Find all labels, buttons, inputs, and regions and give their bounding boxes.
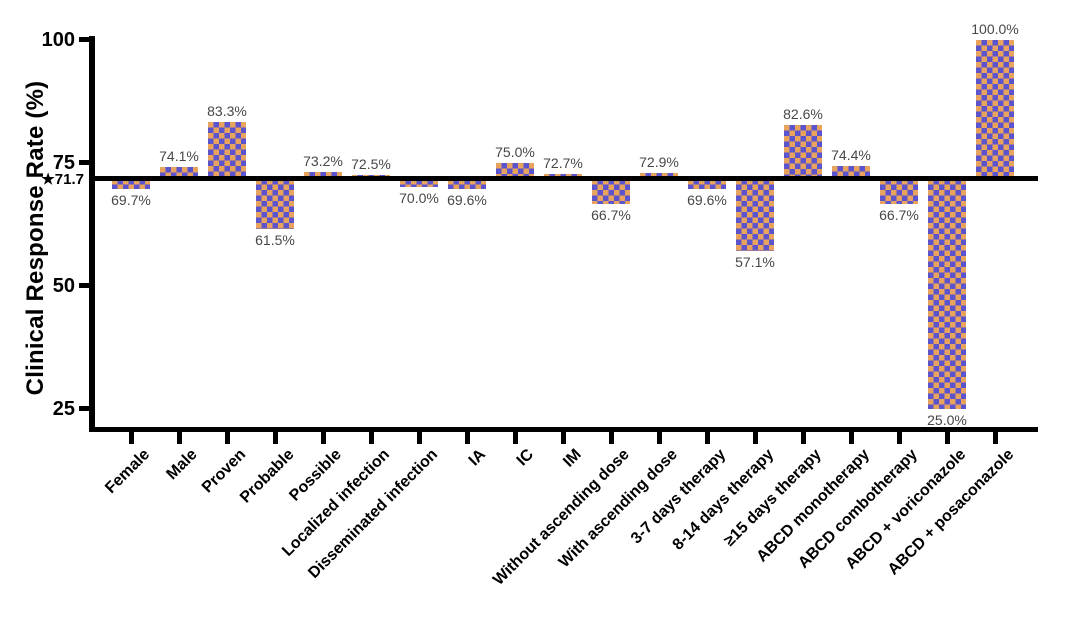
bar bbox=[784, 125, 822, 179]
bar-value-label: 100.0% bbox=[971, 20, 1019, 37]
bar bbox=[880, 179, 918, 204]
bar-value-label: 70.0% bbox=[399, 190, 439, 207]
x-tick bbox=[800, 432, 806, 444]
bar bbox=[112, 179, 150, 189]
bar-value-label: 69.6% bbox=[687, 192, 727, 209]
x-tick bbox=[224, 432, 230, 444]
bar-value-label: 73.2% bbox=[303, 152, 343, 169]
bar bbox=[400, 179, 438, 188]
bar-value-label: 66.7% bbox=[879, 206, 919, 223]
x-axis-label: IC bbox=[513, 446, 538, 470]
bar bbox=[736, 179, 774, 251]
y-tick-label: 50 bbox=[52, 274, 75, 297]
bar bbox=[304, 171, 342, 179]
bar bbox=[496, 162, 534, 179]
bar bbox=[592, 179, 630, 204]
x-tick bbox=[176, 432, 182, 444]
bar-value-label: 66.7% bbox=[591, 206, 631, 223]
baseline-label: ★71.7 bbox=[41, 171, 84, 188]
bar bbox=[256, 179, 294, 230]
x-tick bbox=[560, 432, 566, 444]
bar-value-label: 82.6% bbox=[783, 106, 823, 123]
baseline-line bbox=[95, 176, 1038, 181]
x-tick bbox=[896, 432, 902, 444]
bar bbox=[160, 167, 198, 179]
y-axis-line bbox=[89, 36, 95, 432]
x-tick bbox=[944, 432, 950, 444]
x-axis-label: Female bbox=[102, 446, 154, 498]
bar bbox=[688, 179, 726, 190]
bar-value-label: 72.9% bbox=[639, 154, 679, 171]
x-tick bbox=[272, 432, 278, 444]
y-tick-label: 25 bbox=[52, 397, 75, 420]
bar-value-label: 61.5% bbox=[255, 232, 295, 249]
x-axis-label: Male bbox=[163, 446, 202, 484]
bar-value-label: 25.0% bbox=[927, 411, 967, 428]
x-tick bbox=[992, 432, 998, 444]
bar bbox=[208, 121, 246, 179]
x-tick bbox=[752, 432, 758, 444]
bar-value-label: 74.4% bbox=[831, 146, 871, 163]
bar bbox=[832, 165, 870, 179]
bar bbox=[448, 179, 486, 190]
x-tick bbox=[704, 432, 710, 444]
bar bbox=[928, 179, 966, 409]
bar-value-label: 69.7% bbox=[111, 191, 151, 208]
bar-value-label: 83.3% bbox=[207, 102, 247, 119]
x-tick bbox=[416, 432, 422, 444]
y-tick-label: 75 bbox=[52, 151, 75, 174]
bar-value-label: 72.7% bbox=[543, 155, 583, 172]
bar-value-label: 74.1% bbox=[159, 148, 199, 165]
bar-value-label: 75.0% bbox=[495, 143, 535, 160]
bar bbox=[976, 39, 1014, 179]
x-tick bbox=[848, 432, 854, 444]
y-axis-title: Clinical Response Rate (%) bbox=[22, 80, 49, 396]
y-tick-label: 100 bbox=[41, 28, 75, 51]
y-tick bbox=[79, 37, 89, 43]
x-tick bbox=[128, 432, 134, 444]
y-tick bbox=[79, 160, 89, 166]
x-tick bbox=[368, 432, 374, 444]
x-tick bbox=[320, 432, 326, 444]
y-tick bbox=[79, 406, 89, 412]
x-tick bbox=[512, 432, 518, 444]
bar-value-label: 69.6% bbox=[447, 192, 487, 209]
x-axis-label: IM bbox=[560, 446, 586, 471]
bar-value-label: 72.5% bbox=[351, 156, 391, 173]
x-tick bbox=[464, 432, 470, 444]
bar-value-label: 57.1% bbox=[735, 253, 775, 270]
x-axis-line bbox=[89, 427, 1038, 432]
x-tick bbox=[608, 432, 614, 444]
y-tick bbox=[79, 283, 89, 289]
x-tick bbox=[656, 432, 662, 444]
x-axis-label: IA bbox=[465, 446, 490, 470]
